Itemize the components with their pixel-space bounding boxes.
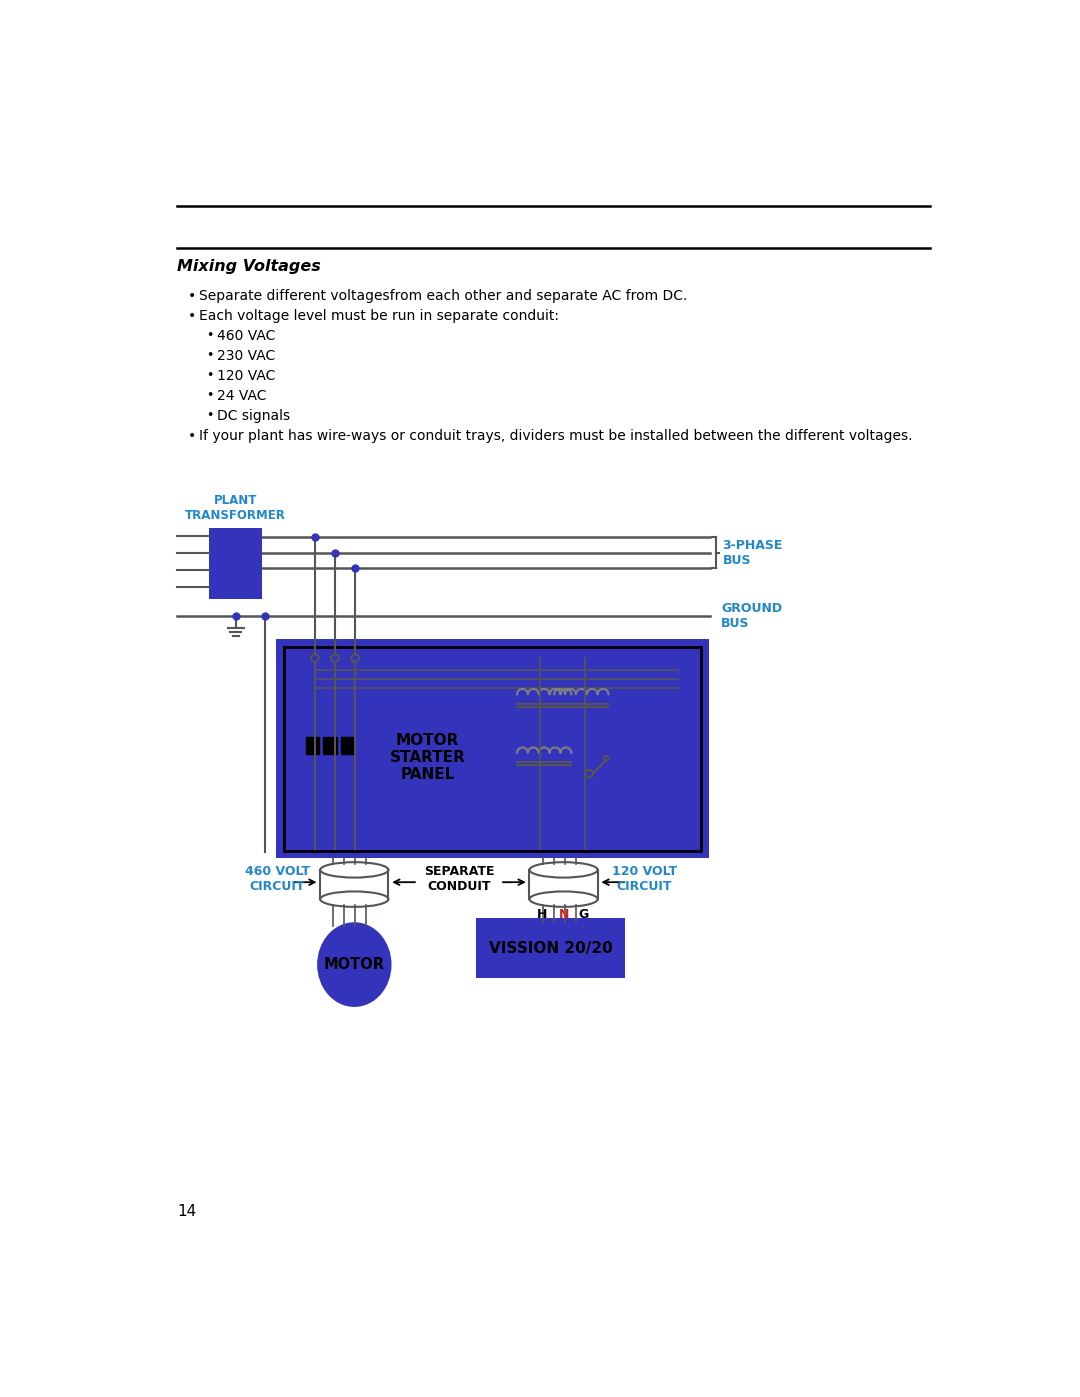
Text: MOTOR: MOTOR [324, 957, 384, 972]
Text: •: • [206, 390, 214, 402]
Bar [341, 736, 354, 753]
Text: If your plant has wire-ways or conduit trays, dividers must be installed between: If your plant has wire-ways or conduit t… [199, 429, 912, 443]
Text: H: H [537, 908, 548, 922]
Text: SEPARATE
CONDUIT: SEPARATE CONDUIT [423, 865, 495, 893]
Text: Mixing Voltages: Mixing Voltages [177, 258, 321, 274]
Text: MOTOR
STARTER
PANEL: MOTOR STARTER PANEL [390, 732, 465, 782]
Text: 24 VAC: 24 VAC [217, 390, 267, 404]
Bar [210, 528, 262, 599]
Text: 460 VAC: 460 VAC [217, 330, 275, 344]
Bar [276, 638, 708, 858]
Text: •: • [188, 429, 195, 443]
Text: N: N [558, 908, 569, 922]
Text: •: • [206, 369, 214, 383]
Text: VISSION 20/20: VISSION 20/20 [488, 942, 612, 956]
Text: G: G [579, 908, 589, 922]
Text: •: • [206, 349, 214, 362]
Text: 460 VOLT
CIRCUIT: 460 VOLT CIRCUIT [245, 865, 310, 893]
Bar [306, 736, 319, 753]
Text: GROUND
BUS: GROUND BUS [721, 602, 782, 630]
Bar [284, 647, 701, 851]
Bar [476, 918, 625, 978]
Text: DC signals: DC signals [217, 409, 291, 423]
Text: 14: 14 [177, 1204, 197, 1218]
Text: Separate different voltagesfrom each other and separate AC from DC.: Separate different voltagesfrom each oth… [199, 289, 687, 303]
Text: Each voltage level must be run in separate conduit:: Each voltage level must be run in separa… [199, 309, 558, 323]
Text: •: • [188, 289, 195, 303]
Text: 3-PHASE
BUS: 3-PHASE BUS [723, 539, 783, 567]
Ellipse shape [318, 922, 392, 1007]
Text: 230 VAC: 230 VAC [217, 349, 275, 363]
Bar [323, 736, 337, 753]
Text: 120 VAC: 120 VAC [217, 369, 275, 383]
Text: PLANT
TRANSFORMER: PLANT TRANSFORMER [186, 495, 286, 522]
Text: •: • [188, 309, 195, 323]
Text: •: • [206, 330, 214, 342]
Text: 120 VOLT
CIRCUIT: 120 VOLT CIRCUIT [611, 865, 677, 893]
Text: •: • [206, 409, 214, 422]
